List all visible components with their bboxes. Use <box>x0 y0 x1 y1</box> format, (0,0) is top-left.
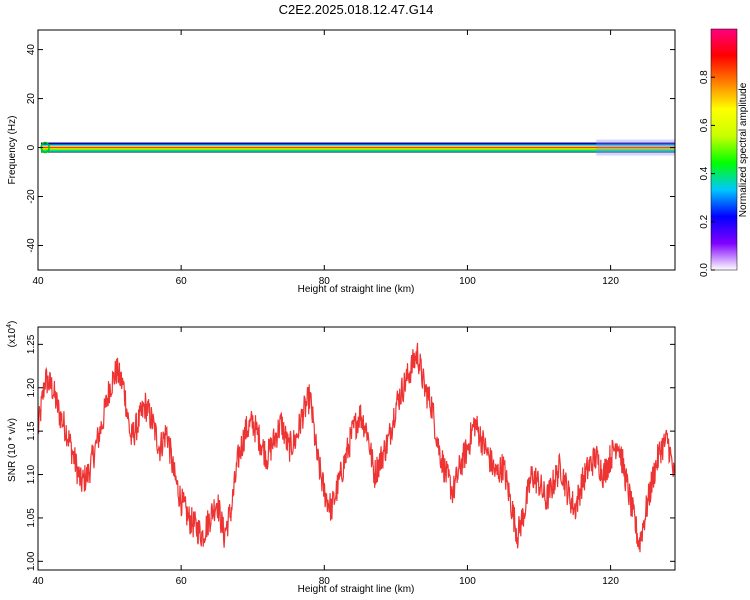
spectrogram-y-axis-label: Frequency (Hz) <box>7 116 18 185</box>
snr-y-tick-label: 1.15 <box>26 421 37 441</box>
colorbar-tick-label: 0.6 <box>699 118 710 132</box>
figure-title: C2E2.2025.018.12.47.G14 <box>279 2 434 17</box>
snr-multiplier-exponent: 4 <box>6 324 13 328</box>
spectrogram-y-tick-label: 0 <box>26 144 37 150</box>
snr-y-ticks: 1.00 1.05 1.10 1.15 1.20 1.25 <box>26 334 675 571</box>
spectrogram-x-tick-label: 40 <box>32 276 44 287</box>
spectrogram-y-tick-label: 20 <box>26 93 37 105</box>
snr-x-tick-label: 100 <box>459 576 476 587</box>
colorbar-ticks: 0.0 0.2 0.4 0.6 0.8 <box>699 70 715 277</box>
snr-panel: 40 60 80 100 120 1.00 1.05 1.10 1.15 1.20 1.25 He… <box>6 321 676 595</box>
snr-x-tick-label: 40 <box>32 576 44 587</box>
colorbar: 0.0 0.2 0.4 0.6 0.8 Normalized spectral ampl… <box>699 28 749 277</box>
spectrogram-band-main <box>41 142 675 153</box>
snr-x-tick-label: 60 <box>176 576 188 587</box>
snr-y-tick-label: 1.20 <box>26 378 37 398</box>
snr-x-tick-label: 80 <box>319 576 331 587</box>
spectrogram-y-tick-label: -40 <box>26 238 37 253</box>
colorbar-gradient <box>710 28 738 271</box>
snr-x-ticks: 40 60 80 100 120 <box>32 327 619 587</box>
snr-plot-area <box>38 327 675 570</box>
snr-y-tick-label: 1.25 <box>26 334 37 354</box>
snr-multiplier-close: ) <box>7 321 18 324</box>
snr-y-axis-label: SNR (10 * v/v) <box>7 418 18 482</box>
spectrogram-y-tick-label: 40 <box>26 44 37 56</box>
colorbar-tick-label: 0.0 <box>699 263 710 277</box>
spectrogram-frame <box>37 29 676 271</box>
spectrogram-x-tick-label: 100 <box>459 276 476 287</box>
snr-x-axis-label: Height of straight line (km) <box>298 584 415 595</box>
spectrogram-x-tick-label: 120 <box>602 276 619 287</box>
snr-multiplier-base: (x10 <box>7 327 18 347</box>
spectrogram-x-tick-label: 80 <box>319 276 331 287</box>
colorbar-label: Normalized spectral amplitude <box>738 82 749 217</box>
snr-y-tick-label: 1.00 <box>26 551 37 571</box>
spectrogram-x-ticks: 40 60 80 100 120 <box>32 30 619 287</box>
snr-x-tick-label: 120 <box>602 576 619 587</box>
colorbar-tick-label: 0.8 <box>699 70 710 84</box>
colorbar-tick-label: 0.4 <box>699 166 710 180</box>
spectrogram-band-spread <box>596 139 675 156</box>
spectrogram-x-tick-label: 60 <box>176 276 188 287</box>
spectrogram-x-axis-label: Height of straight line (km) <box>298 284 415 295</box>
snr-y-multiplier: (x104) <box>6 321 18 348</box>
snr-frame <box>37 326 676 571</box>
spectrogram-y-tick-label: -20 <box>26 189 37 204</box>
snr-series-line <box>37 342 676 553</box>
snr-y-tick-label: 1.05 <box>26 508 37 528</box>
snr-y-tick-label: 1.10 <box>26 464 37 484</box>
colorbar-tick-label: 0.2 <box>699 214 710 228</box>
spectrogram-y-ticks: 40 20 0 -20 -40 <box>26 44 675 253</box>
spectrogram-panel: 40 60 80 100 120 40 20 0 -20 -40 Height of strai… <box>7 29 676 295</box>
